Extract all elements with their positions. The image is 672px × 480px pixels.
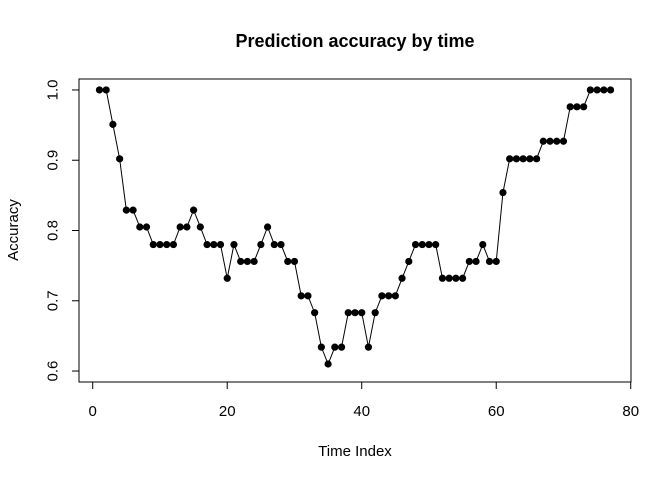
data-point — [163, 240, 171, 249]
series-line — [99, 89, 611, 366]
data-point — [358, 309, 366, 317]
data-point — [593, 86, 601, 94]
y-axis-label: Accuracy — [5, 199, 22, 261]
plot-area-border — [78, 78, 632, 383]
data-point — [297, 292, 305, 300]
y-tick-label: 0.9 — [45, 150, 62, 171]
x-axis: 0 20 40 60 80 — [89, 381, 639, 420]
data-point — [95, 86, 104, 94]
x-tick-label: 40 — [353, 403, 370, 420]
data-point — [371, 309, 379, 317]
data-point — [606, 86, 615, 94]
data-point — [445, 274, 453, 282]
data-point — [539, 137, 547, 145]
data-point — [519, 155, 527, 163]
x-tick-label: 80 — [622, 403, 639, 420]
data-point — [351, 309, 359, 317]
data-point — [479, 240, 487, 249]
y-tick-label: 0.8 — [45, 220, 62, 241]
data-point — [586, 86, 594, 94]
x-tick-label: 60 — [488, 403, 505, 420]
data-point — [600, 86, 608, 94]
data-point — [573, 103, 581, 111]
y-tick-label: 0.7 — [45, 290, 62, 311]
data-point — [109, 120, 117, 128]
data-point — [452, 274, 460, 282]
data-point — [459, 274, 467, 282]
data-point — [324, 360, 332, 368]
data-point — [472, 257, 480, 266]
data-point — [156, 240, 164, 249]
data-point — [418, 240, 426, 249]
data-point — [129, 206, 137, 214]
data-point — [190, 206, 198, 214]
data-point — [210, 240, 218, 249]
data-point — [465, 257, 473, 266]
data-point — [506, 155, 514, 163]
x-axis-label: Time Index — [318, 443, 392, 460]
data-point — [546, 137, 554, 145]
data-point — [485, 257, 494, 266]
data-point — [223, 274, 231, 282]
data-point — [277, 240, 285, 249]
data-point — [257, 240, 265, 249]
data-point — [304, 292, 312, 300]
data-point — [230, 240, 238, 249]
data-point — [398, 274, 406, 282]
data-point — [290, 257, 299, 266]
data-point — [142, 223, 151, 231]
y-tick-label: 1.0 — [45, 80, 62, 101]
data-point — [566, 103, 574, 111]
data-point — [499, 188, 507, 197]
x-tick-label: 20 — [219, 403, 236, 420]
data-point — [411, 240, 420, 249]
data-point — [122, 206, 130, 214]
series-layer — [95, 86, 615, 368]
data-point — [378, 292, 386, 300]
data-point — [169, 240, 178, 249]
data-point — [344, 309, 352, 317]
data-point — [196, 223, 204, 231]
data-point — [385, 292, 393, 300]
data-point — [102, 86, 110, 94]
data-point — [317, 343, 325, 351]
data-point — [237, 257, 245, 266]
data-point — [116, 155, 124, 163]
x-tick-label: 0 — [89, 403, 97, 420]
data-point — [364, 343, 373, 351]
data-point — [216, 240, 225, 249]
data-point — [250, 257, 258, 266]
data-point — [512, 155, 521, 163]
data-point — [331, 343, 339, 351]
data-point — [553, 137, 561, 145]
data-point — [270, 240, 278, 249]
data-point — [438, 274, 447, 282]
data-point — [492, 257, 500, 266]
data-point — [149, 240, 157, 249]
data-point — [176, 223, 184, 231]
data-point — [391, 292, 399, 300]
data-point — [263, 223, 272, 231]
data-point — [284, 257, 292, 266]
data-point — [532, 155, 541, 163]
data-point — [183, 223, 191, 231]
data-point — [559, 137, 568, 145]
data-point — [311, 309, 319, 317]
y-tick-label: 0.6 — [45, 361, 62, 382]
data-point — [425, 240, 433, 249]
data-point — [526, 155, 534, 163]
data-point — [243, 257, 251, 266]
chart-title: Prediction accuracy by time — [235, 31, 474, 51]
data-point — [580, 103, 588, 111]
data-point — [136, 223, 144, 231]
y-axis: 0.6 0.7 0.8 0.9 1.0 — [45, 80, 80, 382]
data-point — [203, 240, 211, 249]
data-point — [405, 257, 413, 266]
data-point — [432, 240, 440, 249]
data-point — [337, 343, 346, 351]
